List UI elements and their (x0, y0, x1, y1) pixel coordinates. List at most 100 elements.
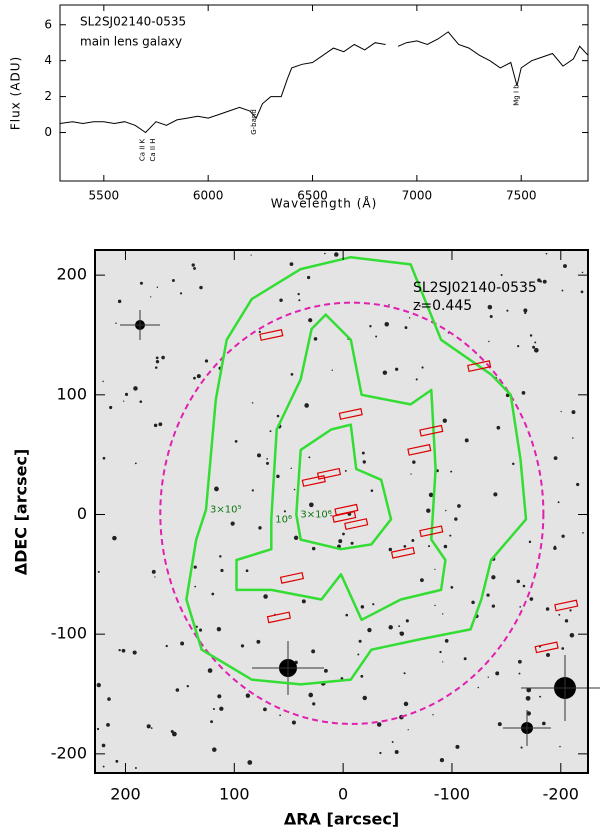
background-source (529, 597, 534, 601)
slit (266, 611, 292, 624)
slit (332, 510, 357, 523)
background-source (139, 400, 143, 403)
background-source (545, 607, 550, 611)
background-source (210, 720, 214, 724)
background-source (102, 456, 106, 460)
background-source (367, 627, 372, 633)
background-source (256, 453, 262, 458)
background-source (102, 765, 105, 768)
background-source (559, 745, 561, 748)
background-source (298, 299, 301, 302)
background-source (428, 492, 434, 498)
background-source (358, 639, 362, 643)
background-source (372, 603, 375, 606)
line-label: G-band (250, 109, 258, 135)
background-source (342, 532, 345, 536)
background-source (384, 321, 390, 327)
background-source (449, 534, 452, 537)
background-source (445, 509, 447, 512)
background-source (403, 544, 407, 548)
background-source (546, 652, 550, 657)
x-tick-label: 100 (219, 785, 250, 804)
background-source (520, 746, 523, 749)
background-source (405, 619, 409, 623)
background-source (297, 292, 300, 296)
background-source (415, 378, 418, 381)
background-source (528, 540, 532, 544)
background-source (251, 489, 254, 492)
background-source (526, 711, 531, 716)
background-source (109, 405, 113, 410)
density-contour (235, 313, 447, 622)
background-source (370, 489, 374, 492)
background-source (191, 263, 195, 267)
spectrum-line (59, 31, 589, 134)
background-source (471, 600, 475, 605)
background-source (560, 410, 562, 413)
redshift-label: z=0.445 (413, 298, 472, 314)
background-source (161, 355, 165, 360)
slit (467, 360, 492, 373)
x-axis-label: Wavelength (Å) (271, 196, 378, 211)
background-source (112, 535, 117, 541)
background-source (250, 254, 252, 256)
density-contour (185, 255, 528, 686)
background-source (199, 285, 203, 290)
background-source (420, 578, 424, 583)
background-source (245, 693, 251, 698)
background-source (193, 565, 197, 569)
background-source (521, 391, 526, 395)
background-source (442, 418, 447, 423)
line-label: Ca II K (138, 138, 146, 161)
plot-frame (94, 249, 589, 774)
background-source (97, 570, 100, 573)
background-source (360, 674, 364, 678)
background-source (158, 422, 163, 427)
background-source (379, 751, 382, 755)
background-source (489, 314, 493, 319)
background-source (338, 539, 343, 544)
background-source (263, 594, 268, 599)
background-source (175, 688, 180, 692)
background-source (123, 400, 125, 402)
background-source (439, 758, 445, 763)
y-tick-label: 2 (44, 89, 52, 103)
slit (338, 408, 363, 420)
background-source (517, 345, 520, 348)
background-source (293, 488, 296, 491)
background-source (216, 627, 222, 632)
background-source (497, 722, 502, 727)
background-source (171, 731, 177, 737)
background-source (434, 604, 436, 607)
background-source (266, 458, 268, 460)
background-source (457, 504, 461, 508)
background-source (214, 486, 219, 492)
background-source (313, 337, 318, 341)
background-source (428, 545, 431, 548)
background-source (519, 605, 522, 608)
line-label: Mg I b (513, 84, 521, 106)
background-source (245, 569, 249, 573)
background-source (234, 440, 238, 443)
background-source (179, 292, 183, 295)
background-source (553, 546, 557, 550)
background-source (96, 727, 100, 731)
background-source (132, 650, 137, 655)
background-source (376, 722, 382, 727)
x-tick-label: 7500 (506, 189, 537, 203)
background-source (576, 482, 580, 487)
density-contour (295, 423, 393, 551)
background-source (537, 278, 541, 283)
background-source (150, 296, 152, 298)
background-source (151, 569, 156, 574)
background-source (412, 460, 416, 464)
slit (534, 641, 559, 654)
background-source (394, 750, 399, 755)
slit (344, 518, 369, 530)
background-source (432, 714, 434, 716)
background-source (96, 682, 101, 688)
background-source (464, 438, 469, 443)
background-source (207, 668, 213, 673)
contour-label: 3×10⁶ (300, 509, 331, 520)
background-source (426, 508, 431, 513)
